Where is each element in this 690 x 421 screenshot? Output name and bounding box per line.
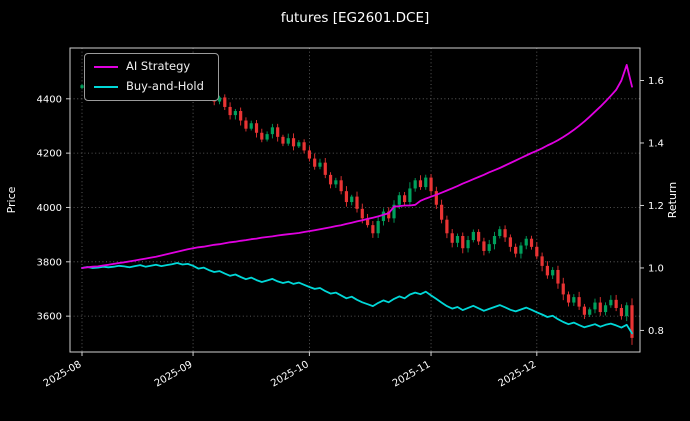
svg-text:4200: 4200 (37, 149, 62, 160)
svg-text:4000: 4000 (37, 203, 62, 214)
legend: AI Strategy Buy-and-Hold (84, 53, 219, 101)
ai-strategy-line-swatch (94, 65, 118, 68)
legend-label-buy-and-hold: Buy-and-Hold (126, 78, 204, 93)
svg-text:2025-08: 2025-08 (42, 359, 84, 389)
svg-text:4400: 4400 (37, 94, 62, 105)
legend-label-ai-strategy: AI Strategy (126, 59, 191, 73)
svg-text:2025-09: 2025-09 (153, 359, 195, 389)
svg-text:1.0: 1.0 (648, 263, 664, 274)
svg-text:2025-10: 2025-10 (269, 359, 311, 389)
svg-text:1.2: 1.2 (648, 201, 664, 212)
svg-text:2025-12: 2025-12 (497, 359, 539, 389)
y-axis-label-return: Return (666, 182, 679, 219)
svg-text:3800: 3800 (37, 257, 62, 268)
svg-text:2025-11: 2025-11 (391, 359, 433, 389)
buy-and-hold-line-swatch (94, 85, 118, 88)
svg-text:1.4: 1.4 (648, 138, 664, 149)
svg-text:3600: 3600 (37, 312, 62, 323)
svg-text:0.8: 0.8 (648, 326, 664, 337)
svg-text:1.6: 1.6 (648, 76, 664, 87)
y-axis-label-price: Price (5, 186, 18, 213)
chart-title: futures [EG2601.DCE] (281, 10, 430, 26)
legend-item-buy-and-hold: Buy-and-Hold (94, 78, 204, 94)
legend-item-ai-strategy: AI Strategy (94, 59, 204, 74)
